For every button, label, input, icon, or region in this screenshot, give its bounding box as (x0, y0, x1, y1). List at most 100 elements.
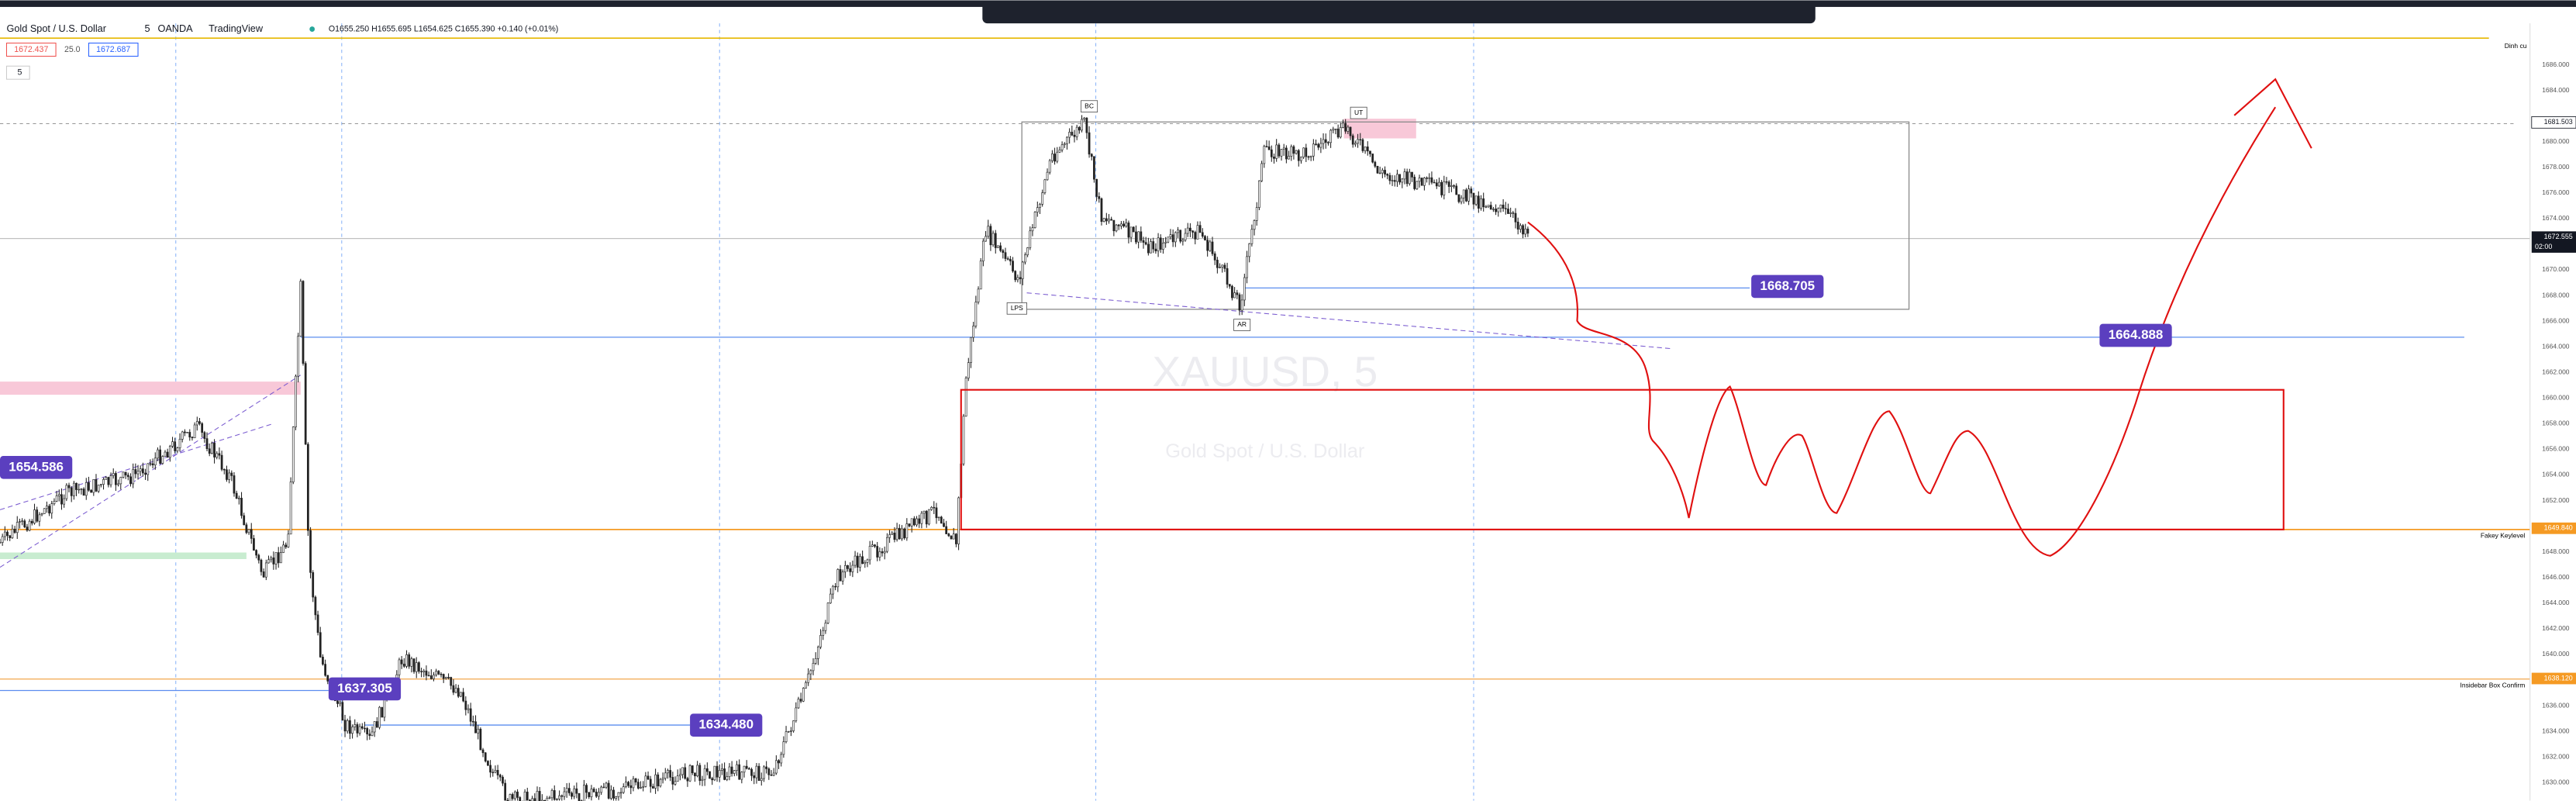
candle-body (654, 774, 657, 789)
candle-body (1100, 198, 1103, 222)
candle-body (797, 699, 800, 709)
candle-body (1312, 143, 1315, 157)
candle-body (1142, 240, 1145, 243)
candle-body (592, 789, 595, 792)
candle-body (136, 471, 140, 475)
candle-body (255, 550, 257, 556)
candle-body (590, 789, 593, 798)
projection-arrow (2233, 78, 2312, 149)
candle-body (691, 765, 694, 774)
candle-body (588, 792, 591, 798)
candle-body (1516, 221, 1519, 230)
candle-body (134, 469, 137, 475)
candle-body (1398, 174, 1401, 183)
candle-body (277, 552, 280, 564)
candle-body (1012, 261, 1014, 271)
candle-body (1366, 147, 1369, 152)
candle-body (832, 585, 834, 595)
candle-body (718, 770, 721, 778)
candle-body (484, 752, 487, 761)
candle-body (922, 510, 926, 514)
candle-body (1509, 212, 1512, 214)
candle-body (477, 728, 480, 734)
candle-body (469, 708, 472, 722)
candle-body (1342, 123, 1344, 128)
price-tick: 1658.000 (2542, 419, 2570, 427)
candle-body (1150, 241, 1152, 254)
candle-body (1191, 230, 1194, 233)
candle-body (220, 454, 223, 470)
candle-body (1186, 227, 1189, 234)
candle-body (1474, 195, 1478, 205)
candle-body (519, 797, 522, 801)
candle-body (1453, 185, 1455, 187)
candle-body (147, 463, 150, 475)
candle-body (895, 527, 898, 540)
candle-body (703, 768, 706, 780)
price-tick: 1680.000 (2542, 137, 2570, 145)
candle-body (257, 554, 260, 561)
candle-body (728, 766, 731, 777)
indicator-toggle[interactable] (5, 65, 30, 80)
candle-body (72, 482, 75, 496)
candle-body (1211, 241, 1214, 254)
candle-body (878, 551, 881, 558)
candle-body (213, 442, 216, 457)
candle-body (280, 552, 282, 564)
candle-body (1403, 171, 1406, 180)
candle-body (364, 727, 366, 730)
candle-body (237, 498, 240, 499)
bid-box[interactable] (5, 43, 57, 57)
candle-body (1046, 171, 1049, 181)
interval[interactable]: 5 (144, 22, 150, 34)
candle-body (440, 674, 443, 675)
candle-body (1438, 181, 1440, 187)
candle-body (171, 441, 174, 447)
candle-body (977, 288, 980, 302)
price-tick: 1634.000 (2542, 727, 2570, 734)
candle-body (1455, 185, 1458, 195)
candle-body (1236, 292, 1239, 295)
candle-body (1324, 139, 1327, 143)
annotation: BC (1085, 102, 1094, 109)
price-axis (2529, 23, 2576, 801)
candle-body (1071, 132, 1074, 136)
candle-body (297, 336, 300, 377)
ask-box[interactable] (88, 43, 139, 57)
candle-body (1095, 178, 1098, 197)
candle-body (346, 720, 349, 732)
candle-body (910, 518, 913, 527)
candle-body (937, 516, 940, 519)
candle-body (686, 778, 689, 782)
candle-body (1122, 223, 1125, 227)
price-label-box (690, 713, 763, 737)
candle-body (1058, 149, 1061, 153)
candle-body (644, 775, 647, 787)
candle-body (1129, 226, 1133, 238)
drawing-toolbar[interactable] (982, 0, 1816, 24)
candle-body (947, 533, 950, 537)
candle-body (1144, 242, 1147, 245)
candle-body (1487, 205, 1490, 207)
supply-zone (0, 382, 301, 395)
candle-body (38, 514, 41, 522)
candle-body (962, 416, 965, 464)
candle-body (233, 475, 236, 494)
candle-body (1056, 151, 1059, 162)
candle-body (405, 654, 408, 667)
candle-body (866, 559, 869, 563)
candle-body (1416, 181, 1419, 189)
level-note: Dinh cu (2505, 42, 2527, 50)
candle-body (457, 688, 460, 697)
candle-body (1482, 198, 1485, 208)
candle-body (82, 489, 85, 496)
candle-body (1223, 264, 1226, 269)
candle-body (1102, 218, 1105, 222)
candle-body (970, 337, 972, 363)
candle-body (1497, 208, 1500, 212)
symbol[interactable]: Gold Spot / U.S. Dollar (6, 22, 106, 34)
candle-body (164, 451, 167, 457)
candle-body (1499, 204, 1502, 209)
candle-body (260, 559, 263, 572)
candle-body (1302, 147, 1305, 157)
